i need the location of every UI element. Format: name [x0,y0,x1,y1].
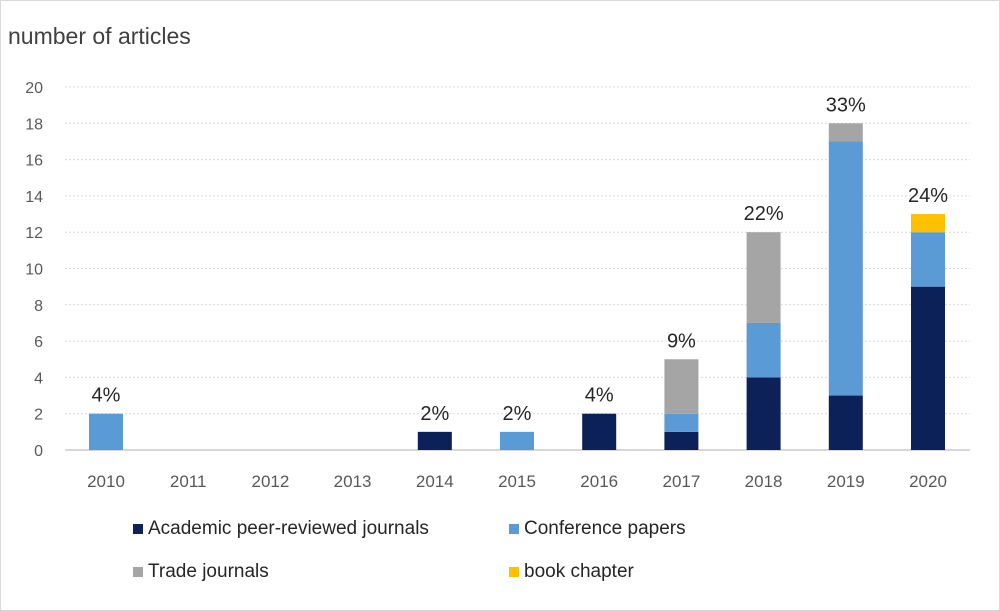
legend-entry: Trade journals [148,561,269,582]
bar-segment [664,413,699,432]
bar-segment [828,395,863,450]
percentage-label: 4% [585,385,614,407]
legend-swatch [133,567,143,577]
x-tick-label: 2011 [170,472,207,491]
bar-segment [911,214,945,233]
percentage-label: 4% [92,385,121,407]
bar-segment [746,377,781,450]
bar-segment [828,123,863,142]
bar-segment [89,413,123,450]
percentage-label: 2% [420,403,449,425]
legend: Academic peer-reviewed journals Conferenc… [133,518,686,582]
y-tick-label: 4 [34,370,43,387]
y-tick-label: 6 [34,334,43,351]
bar-segment [664,359,699,414]
bar-segment [746,322,781,378]
percentage-label: 9% [667,330,696,352]
x-tick-label: 2012 [251,472,289,491]
y-tick-label: 10 [25,262,43,279]
bar-segment [664,431,699,450]
bar-segment [911,286,945,450]
bar-segment [911,232,945,287]
x-tick-label: 2015 [498,472,536,491]
bars [89,123,945,450]
percentage-label: 33% [826,94,866,116]
x-tick-label: 2017 [662,472,700,491]
percentage-labels: 4% 2% 2% 4% 9% 22% 33% 24% [92,94,949,425]
x-tick-label: 2019 [827,472,865,491]
y-tick-label: 0 [34,443,43,460]
bar-segment [828,141,863,396]
bar-segment [500,431,534,450]
y-tick-label: 12 [25,225,43,242]
percentage-label: 2% [503,403,532,425]
y-tick-label: 2 [34,407,43,424]
legend-swatch [509,567,519,577]
x-tick-label: 2013 [334,472,372,491]
y-tick-label: 14 [25,189,43,206]
gridlines [65,86,970,451]
x-tick-labels: 2010 2011 2012 2013 2014 2015 2016 2017 2018 2019… [87,472,947,491]
legend-entry: book chapter [524,561,635,582]
x-tick-label: 2016 [580,472,618,491]
x-tick-label: 2018 [745,472,783,491]
y-axis-label: number of articles [8,23,191,49]
y-tick-label: 8 [34,298,43,315]
bar-segment [582,413,617,450]
legend-swatch [509,524,519,534]
bar-segment [417,431,452,450]
percentage-label: 24% [908,185,948,207]
y-tick-label: 20 [25,80,43,97]
x-tick-label: 2014 [416,472,454,491]
y-tick-label: 18 [25,116,43,133]
legend-swatch [133,524,143,534]
bar-segment [746,232,781,323]
y-tick-label: 16 [25,153,43,170]
x-tick-label: 2020 [909,472,947,491]
percentage-label: 22% [744,203,784,225]
x-tick-label: 2010 [87,472,125,491]
legend-entry: Conference papers [524,518,686,539]
legend-entry: Academic peer-reviewed journals [148,518,429,539]
y-tick-labels: 0 2 4 6 8 10 12 14 16 18 20 [25,80,43,460]
